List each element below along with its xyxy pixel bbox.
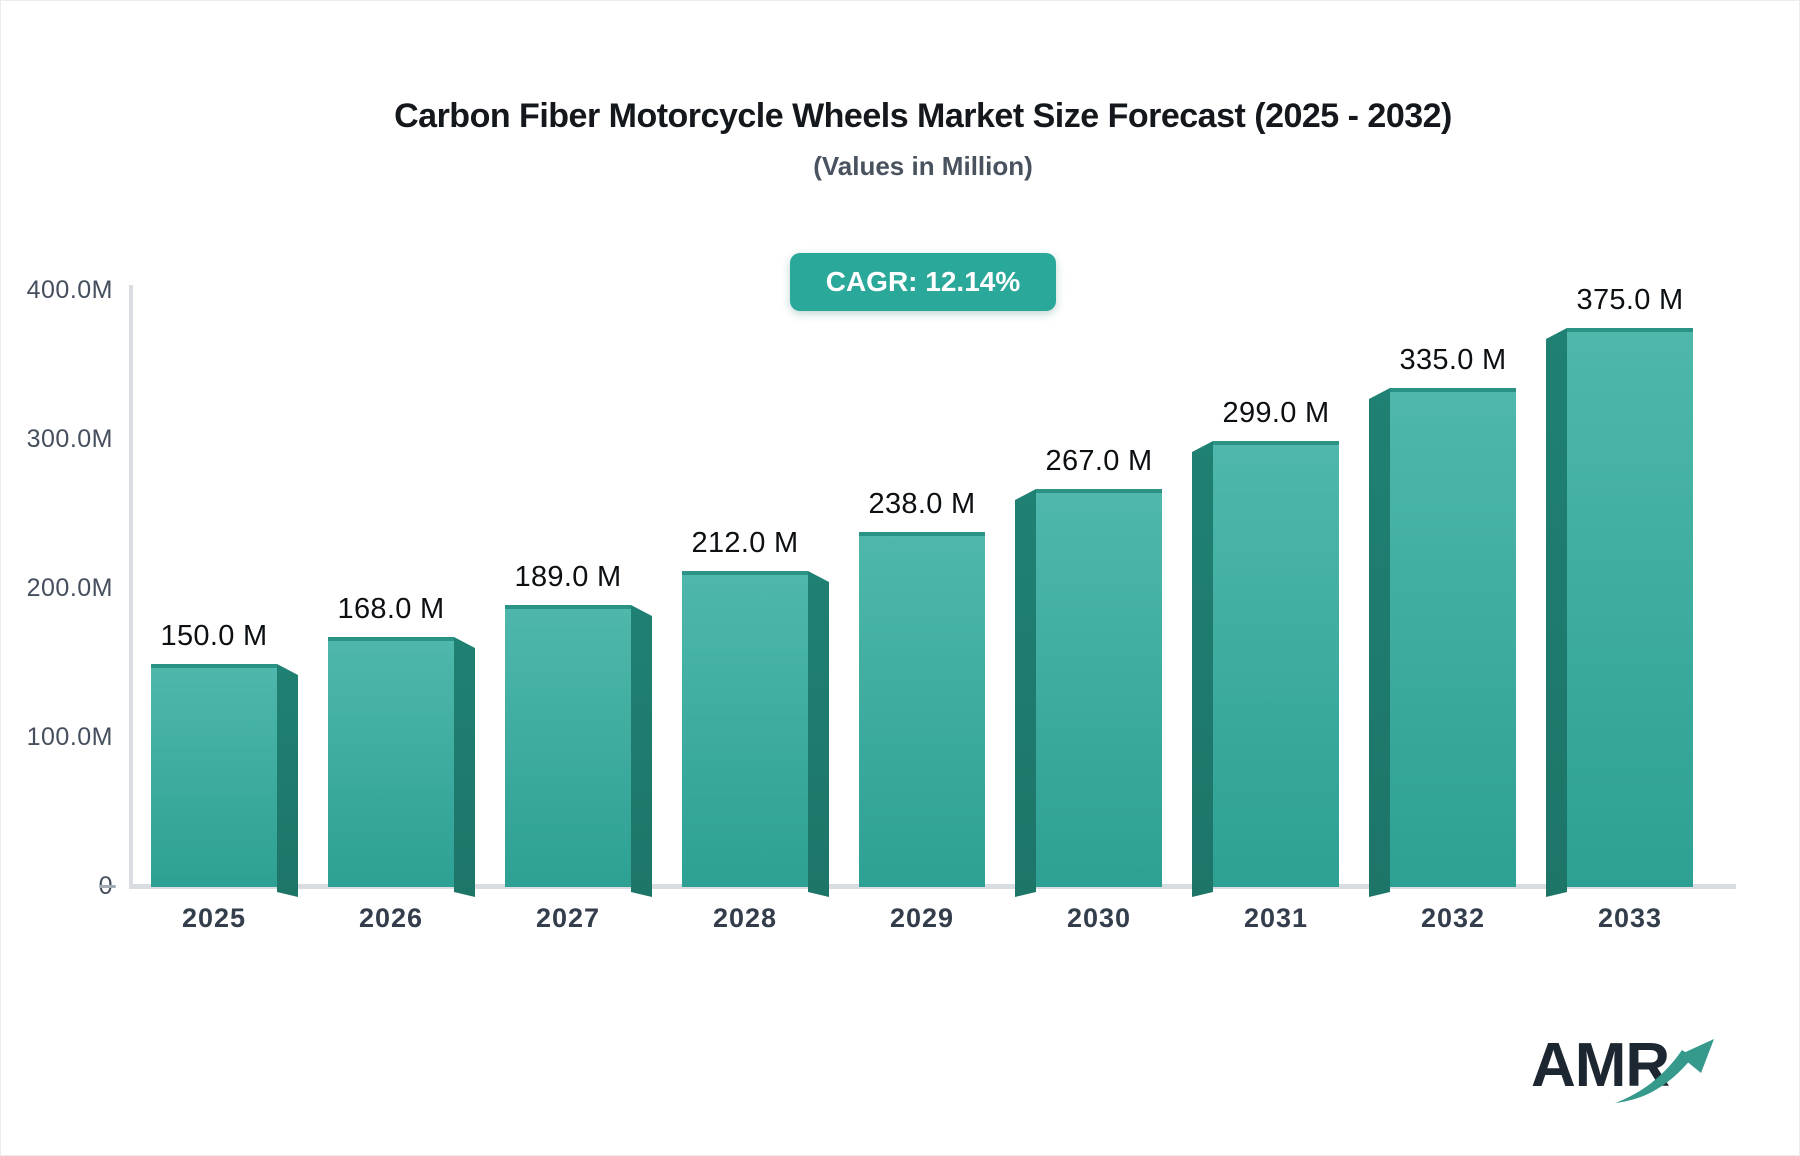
y-tick-label: 0 bbox=[1, 871, 113, 901]
x-tick-label: 2032 bbox=[1420, 903, 1486, 933]
cagr-badge-row: CAGR: 12.14% bbox=[23, 253, 1799, 311]
bar-side-face bbox=[808, 571, 829, 897]
bar-2026 bbox=[328, 637, 454, 887]
y-tick-label: 200.0M bbox=[26, 574, 113, 602]
bar-side-face bbox=[1192, 441, 1213, 897]
y-tick-label: 400.0M bbox=[26, 276, 113, 304]
x-tick-label: 2031 bbox=[1243, 903, 1309, 933]
bar-side-face bbox=[1015, 489, 1036, 897]
x-tick-label: 2028 bbox=[712, 903, 778, 933]
bar-2028 bbox=[682, 571, 808, 887]
bar-value-label: 150.0 M bbox=[160, 620, 268, 652]
x-tick-label: 2030 bbox=[1066, 903, 1132, 933]
bar-side-face bbox=[1546, 328, 1567, 897]
y-tick-label: 300.0M bbox=[26, 425, 113, 453]
x-tick-label: 2026 bbox=[358, 903, 424, 933]
cagr-badge: CAGR: 12.14% bbox=[789, 253, 1057, 311]
bar-2027 bbox=[505, 605, 631, 887]
bar-value-label: 267.0 M bbox=[1045, 445, 1153, 477]
y-tick-label: 100.0M bbox=[26, 723, 113, 751]
bar-side-face bbox=[1369, 388, 1390, 897]
bar-side-face bbox=[454, 637, 475, 897]
bar-2030 bbox=[1036, 489, 1162, 887]
bar-value-label: 168.0 M bbox=[337, 593, 445, 625]
bar-2033 bbox=[1567, 328, 1693, 887]
bar-side-face bbox=[631, 605, 652, 897]
bar-side-face bbox=[277, 664, 298, 897]
x-tick-label: 2033 bbox=[1597, 903, 1663, 933]
chart-subtitle: (Values in Million) bbox=[813, 151, 1033, 181]
bar-value-label: 299.0 M bbox=[1222, 397, 1330, 429]
y-axis-zero-tick bbox=[99, 885, 116, 888]
bar-2031 bbox=[1213, 441, 1339, 887]
chart-title: Carbon Fiber Motorcycle Wheels Market Si… bbox=[394, 97, 1452, 135]
x-tick-label: 2027 bbox=[535, 903, 601, 933]
bar-value-label: 238.0 M bbox=[868, 488, 976, 520]
y-axis-line bbox=[129, 285, 133, 887]
bar-value-label: 335.0 M bbox=[1399, 344, 1507, 376]
bar-2029 bbox=[859, 532, 985, 887]
bar-value-label: 375.0 M bbox=[1576, 284, 1684, 316]
x-tick-label: 2029 bbox=[889, 903, 955, 933]
x-tick-label: 2025 bbox=[181, 903, 247, 933]
bar-2032 bbox=[1390, 388, 1516, 887]
bar-2025 bbox=[151, 664, 277, 887]
amr-logo: AMR bbox=[1531, 1035, 1714, 1115]
bar-value-label: 212.0 M bbox=[691, 527, 799, 559]
bar-value-label: 189.0 M bbox=[514, 561, 622, 593]
trend-arrow-icon bbox=[1615, 1039, 1714, 1103]
